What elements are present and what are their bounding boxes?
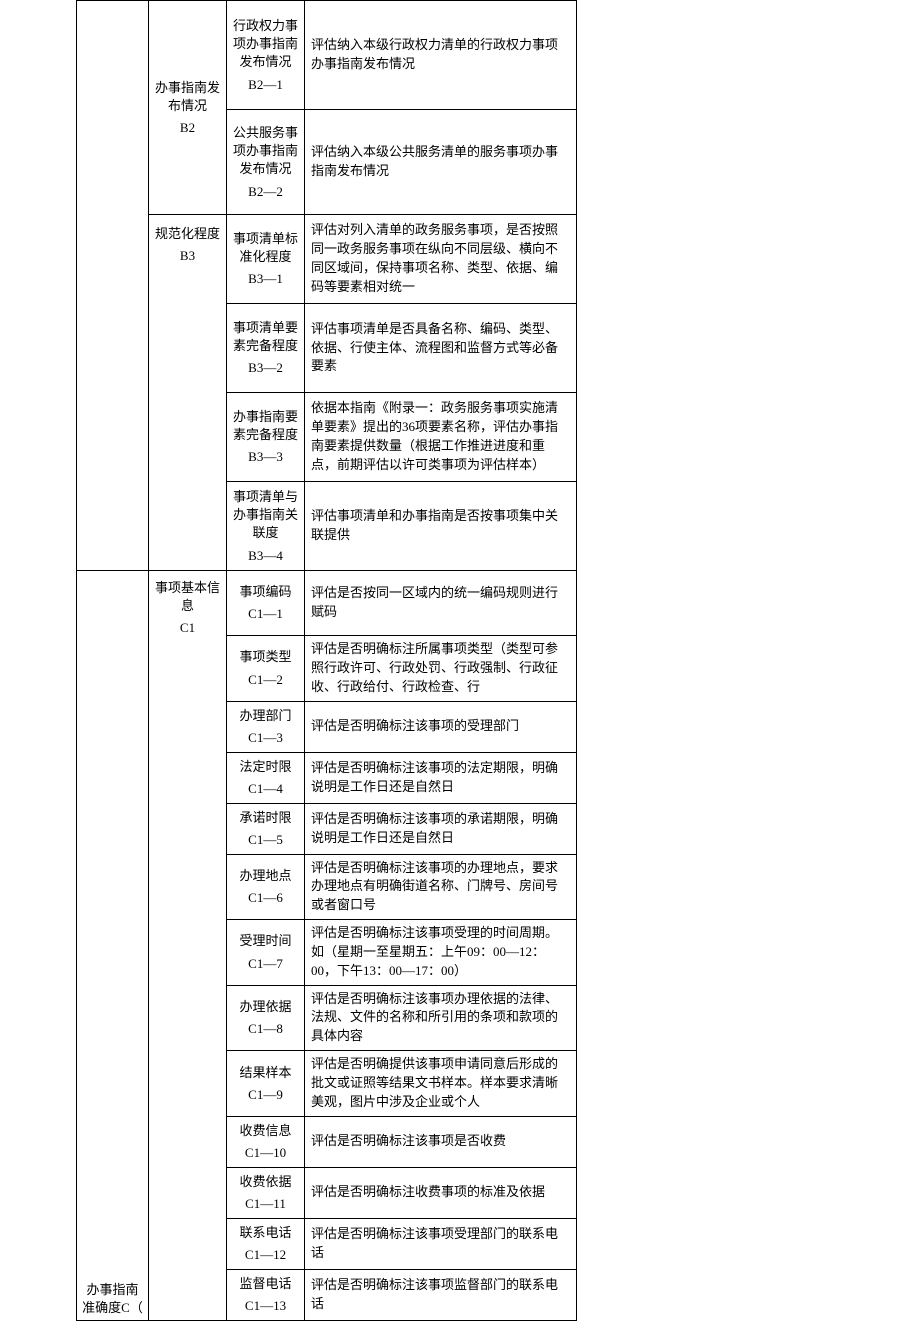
desc-C1—2: 评估是否明确标注所属事项类型（类型可参照行政许可、行政处罚、行政强制、行政征收、…: [305, 636, 577, 702]
desc-B3—2: 评估事项清单是否具备名称、编码、类型、依据、行使主体、流程图和监督方式等必备要素: [305, 304, 577, 393]
indicator-C1—3-code: C1—3: [231, 729, 300, 747]
indicator-B3—3: 办事指南要素完备程度 B3—3: [227, 393, 305, 482]
desc-C1—10: 评估是否明确标注该事项是否收费: [305, 1116, 577, 1167]
indicator-B2—1-code: B2—1: [231, 76, 300, 94]
indicator-B2—2-label: 公共服务事项办事指南发布情况: [233, 125, 298, 176]
section-a-bottom: 办事指南准确度C（: [77, 571, 149, 1321]
indicator-C1—9: 结果样本 C1—9: [227, 1051, 305, 1117]
indicator-C1—13-code: C1—13: [231, 1297, 300, 1315]
indicator-C1—7: 受理时间 C1—7: [227, 920, 305, 986]
indicator-B2—1-label: 行政权力事项办事指南发布情况: [233, 18, 298, 69]
section-a-bottom-label: 办事指南准确度C（: [82, 1282, 143, 1315]
indicator-C1—6: 办理地点 C1—6: [227, 854, 305, 920]
indicator-C1—3: 办理部门 C1—3: [227, 701, 305, 752]
desc-C1—1: 评估是否按同一区域内的统一编码规则进行赋码: [305, 571, 577, 636]
indicator-C1—10-code: C1—10: [231, 1144, 300, 1162]
indicator-B3—3-code: B3—3: [231, 448, 300, 466]
indicator-C1—8-code: C1—8: [231, 1020, 300, 1038]
indicator-C1—4-label: 法定时限: [239, 759, 291, 774]
indicator-C1—5-code: C1—5: [231, 831, 300, 849]
indicator-B2—2: 公共服务事项办事指南发布情况 B2—2: [227, 110, 305, 215]
table-row: 办事指南发布情况B2行政权力事项办事指南发布情况B2—1评估纳入本级行政权力清单…: [77, 1, 577, 110]
indicator-C1—10: 收费信息 C1—10: [227, 1116, 305, 1167]
group-c1-code: C1: [153, 619, 222, 637]
indicator-C1—4-code: C1—4: [231, 780, 300, 798]
table-row: 规范化程度 B3 事项清单标准化程度 B3—1 评估对列入清单的政务服务事项，是否按照同…: [77, 215, 577, 304]
indicator-C1—4: 法定时限 C1—4: [227, 752, 305, 803]
indicator-C1—12-label: 联系电话: [239, 1225, 291, 1240]
indicator-C1—8: 办理依据 C1—8: [227, 985, 305, 1051]
indicator-B3—4-code: B3—4: [231, 547, 300, 565]
indicator-C1—6-code: C1—6: [231, 889, 300, 907]
desc-C1—13: 评估是否明确标注该事项监督部门的联系电话: [305, 1269, 577, 1320]
indicator-C1—11-code: C1—11: [231, 1195, 300, 1213]
indicator-B2—2-code: B2—2: [231, 183, 300, 201]
indicator-B3—2: 事项清单要素完备程度 B3—2: [227, 304, 305, 393]
group-b2-label: 办事指南发布情况: [155, 80, 220, 113]
indicator-C1—12-code: C1—12: [231, 1246, 300, 1264]
desc-C1—4: 评估是否明确标注该事项的法定期限，明确说明是工作日还是自然日: [305, 752, 577, 803]
indicator-B3—2-label: 事项清单要素完备程度: [233, 320, 298, 353]
desc-C1—8: 评估是否明确标注该事项办理依据的法律、法规、文件的名称和所引用的条项和款项的具体…: [305, 985, 577, 1051]
indicator-C1—12: 联系电话 C1—12: [227, 1218, 305, 1269]
indicator-C1—2-code: C1—2: [231, 671, 300, 689]
indicator-C1—7-code: C1—7: [231, 955, 300, 973]
indicator-C1—13: 监督电话 C1—13: [227, 1269, 305, 1320]
desc-B3—4: 评估事项清单和办事指南是否按事项集中关联提供: [305, 482, 577, 571]
desc-B3—1: 评估对列入清单的政务服务事项，是否按照同一政务服务事项在纵向不同层级、横向不同区…: [305, 215, 577, 304]
indicator-C1—6-label: 办理地点: [239, 868, 291, 883]
indicator-C1—1-label: 事项编码: [239, 584, 291, 599]
indicator-B3—3-label: 办事指南要素完备程度: [233, 409, 298, 442]
indicator-B3—1-code: B3—1: [231, 270, 300, 288]
indicator-C1—5-label: 承诺时限: [239, 810, 291, 825]
indicator-C1—9-label: 结果样本: [239, 1065, 291, 1080]
group-c1-label: 事项基本信息: [155, 580, 220, 613]
indicator-C1—1-code: C1—1: [231, 605, 300, 623]
indicator-B3—4: 事项清单与办事指南关联度 B3—4: [227, 482, 305, 571]
indicator-C1—2-label: 事项类型: [239, 649, 291, 664]
indicator-C1—1: 事项编码 C1—1: [227, 571, 305, 636]
indicator-B3—1: 事项清单标准化程度 B3—1: [227, 215, 305, 304]
indicator-C1—13-label: 监督电话: [239, 1276, 291, 1291]
desc-C1—11: 评估是否明确标注收费事项的标准及依据: [305, 1167, 577, 1218]
desc-C1—9: 评估是否明确提供该事项申请同意后形成的批文或证照等结果文书样本。样本要求清晰美观…: [305, 1051, 577, 1117]
indicator-C1—11: 收费依据 C1—11: [227, 1167, 305, 1218]
table-row: 办事指南准确度C（事项基本信息C1事项编码C1—1评估是否按同一区域内的统一编码…: [77, 571, 577, 636]
desc-B2—1: 评估纳入本级行政权力清单的行政权力事项办事指南发布情况: [305, 1, 577, 110]
desc-B2—2: 评估纳入本级公共服务清单的服务事项办事指南发布情况: [305, 110, 577, 215]
indicator-C1—2: 事项类型 C1—2: [227, 636, 305, 702]
indicator-C1—7-label: 受理时间: [239, 933, 291, 948]
desc-C1—7: 评估是否明确标注该事项受理的时间周期。如（星期一至星期五：上午09：00—12：…: [305, 920, 577, 986]
indicator-C1—9-code: C1—9: [231, 1086, 300, 1104]
indicator-B3—4-label: 事项清单与办事指南关联度: [233, 489, 298, 540]
desc-C1—5: 评估是否明确标注该事项的承诺期限，明确说明是工作日还是自然日: [305, 803, 577, 854]
indicator-C1—11-label: 收费依据: [239, 1174, 291, 1189]
group-b3-code: B3: [153, 247, 222, 265]
group-b3: 规范化程度 B3: [149, 215, 227, 571]
desc-B3—3: 依据本指南《附录一：政务服务事项实施清单要素》提出的36项要素名称，评估办事指南…: [305, 393, 577, 482]
group-c1: 事项基本信息 C1: [149, 571, 227, 1321]
group-b2-code: B2: [153, 119, 222, 137]
indicator-C1—5: 承诺时限 C1—5: [227, 803, 305, 854]
group-b3-label: 规范化程度: [155, 226, 220, 241]
indicator-C1—3-label: 办理部门: [239, 708, 291, 723]
indicator-B2—1: 行政权力事项办事指南发布情况 B2—1: [227, 1, 305, 110]
indicator-B3—1-label: 事项清单标准化程度: [233, 231, 298, 264]
desc-C1—6: 评估是否明确标注该事项的办理地点，要求办理地点有明确街道名称、门牌号、房间号或者…: [305, 854, 577, 920]
indicator-C1—10-label: 收费信息: [239, 1123, 291, 1138]
indicator-B3—2-code: B3—2: [231, 359, 300, 377]
desc-C1—12: 评估是否明确标注该事项受理部门的联系电话: [305, 1218, 577, 1269]
group-b2: 办事指南发布情况 B2: [149, 1, 227, 215]
indicator-C1—8-label: 办理依据: [239, 999, 291, 1014]
section-a-top: [77, 1, 149, 571]
assessment-table: 办事指南发布情况 B2 行政权力事项办事指南发布情况 B2—1 评估纳入本级行政权力清单…: [76, 0, 577, 1321]
desc-C1—3: 评估是否明确标注该事项的受理部门: [305, 701, 577, 752]
